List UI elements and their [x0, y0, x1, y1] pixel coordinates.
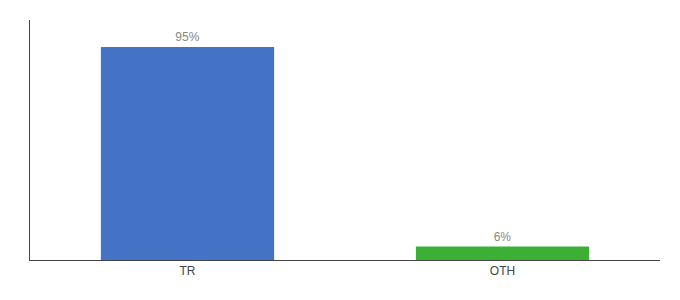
svg-text:95%: 95%: [175, 30, 199, 44]
svg-text:OTH: OTH: [490, 264, 515, 278]
svg-text:TR: TR: [180, 264, 196, 278]
svg-text:6%: 6%: [494, 230, 512, 244]
